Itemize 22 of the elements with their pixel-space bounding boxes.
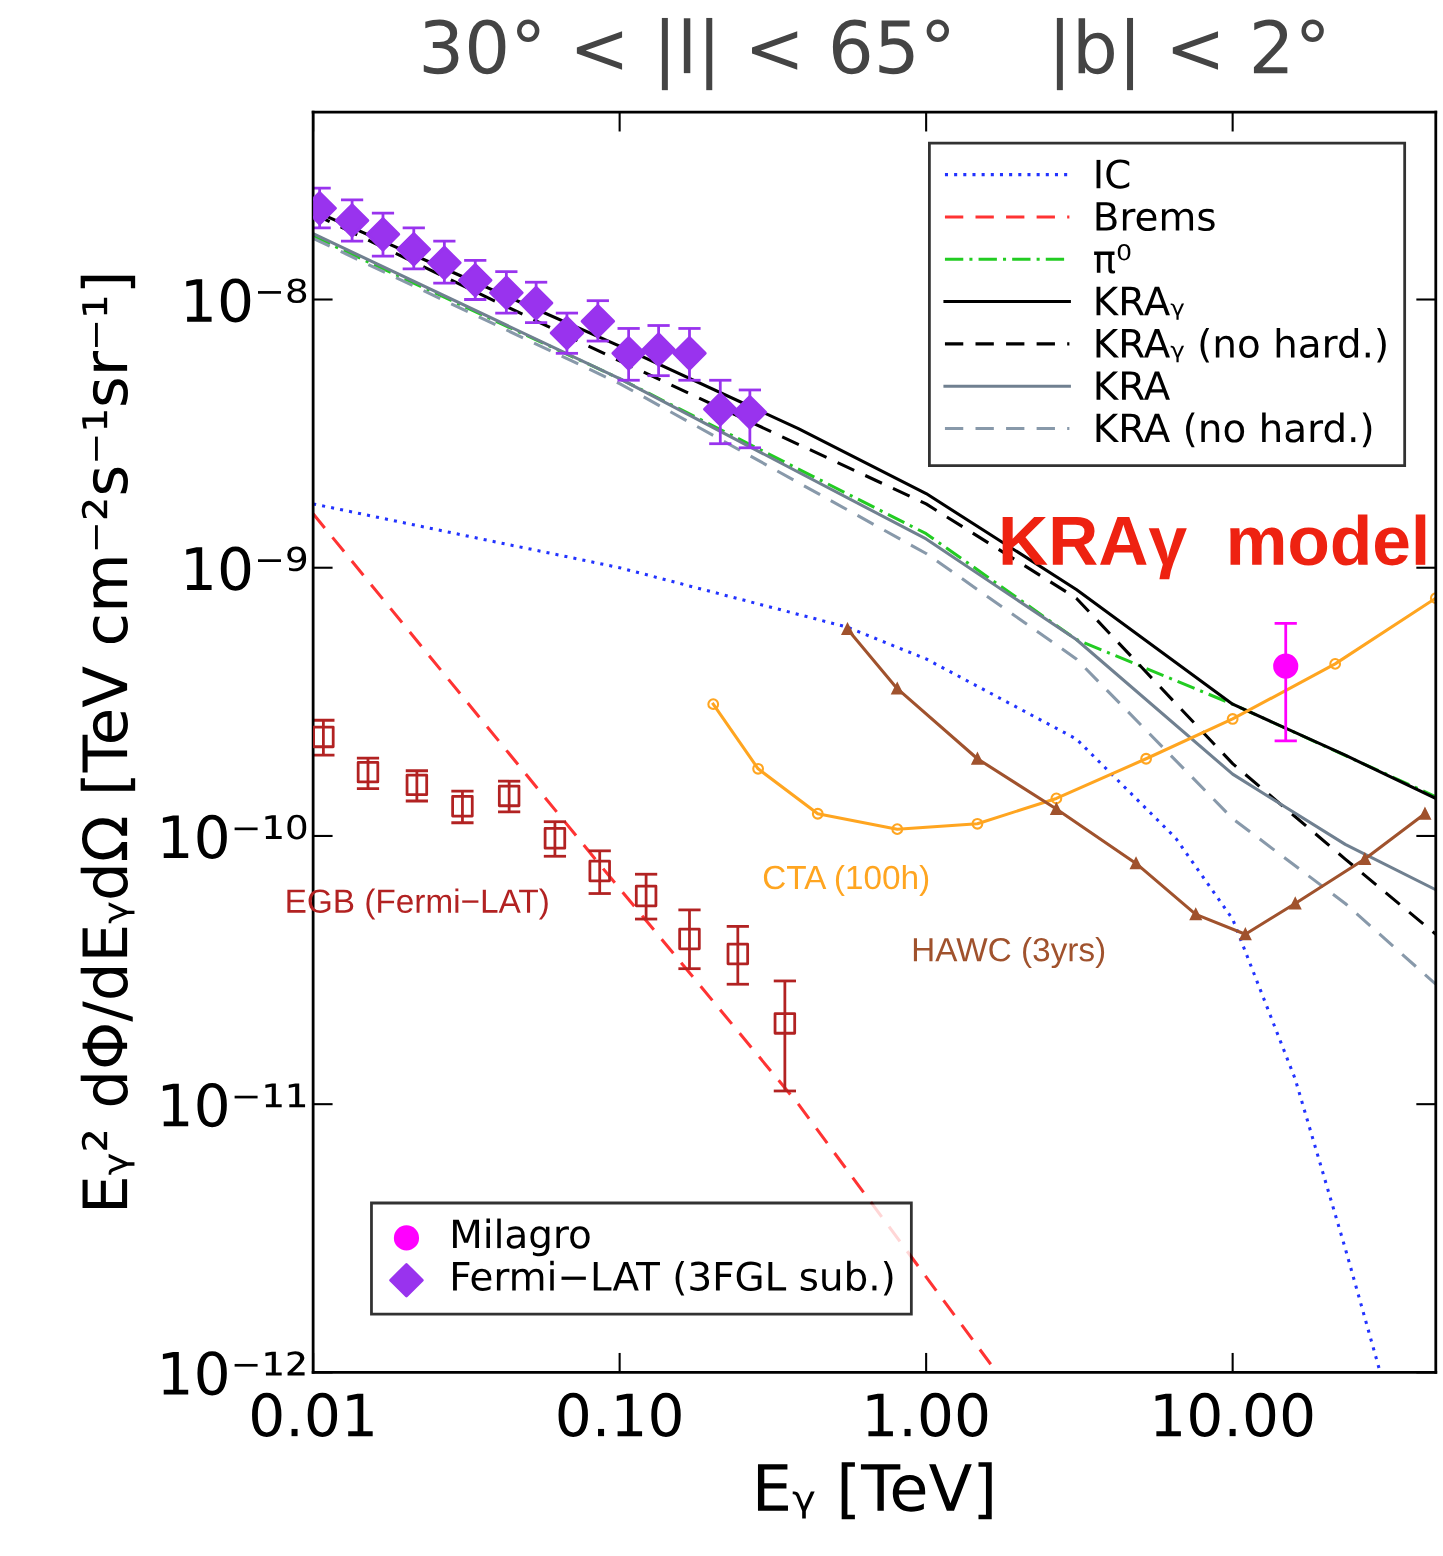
y-axis-title: Eᵧ² dΦ/dEᵧdΩ [TeV cm⁻²s⁻¹sr⁻¹] (80, 275, 136, 1208)
y-tick-label: 10⁻⁹ (186, 546, 307, 591)
y-tick-label: 10⁻⁸ (186, 278, 307, 323)
y-tick-label: 10⁻¹¹ (162, 1083, 306, 1128)
legend-label: Fermi−LAT (3FGL sub.) (453, 1260, 893, 1296)
legend-label: IC (1096, 159, 1130, 189)
x-axis-title: Eᵧ [TeV] (757, 1462, 992, 1520)
legend-label: π⁰ (1094, 243, 1131, 274)
series-label: CTA (100h) (763, 864, 929, 896)
legend-label: Milagro (453, 1218, 590, 1257)
chart-title: 30° < |l| < 65° |b| < 2° (423, 17, 1324, 91)
legend-label: KRA (1096, 371, 1170, 400)
x-tick-label: 10.00 (1155, 1392, 1313, 1437)
text: HAWC (3yrs) (913, 937, 1105, 969)
legend-label: KRAᵧ (1096, 286, 1185, 320)
legend-label: Brems (1096, 202, 1215, 232)
legend-label: KRA (no hard.) (1096, 412, 1372, 448)
x-tick-label: 1.00 (867, 1392, 988, 1437)
annotation: KRAγ model (1002, 514, 1426, 580)
y-tick-label: 10⁻¹⁰ (162, 814, 307, 859)
x-tick-label: 0.10 (558, 1392, 681, 1437)
legend-label: KRAᵧ (no hard.) (1096, 327, 1386, 363)
